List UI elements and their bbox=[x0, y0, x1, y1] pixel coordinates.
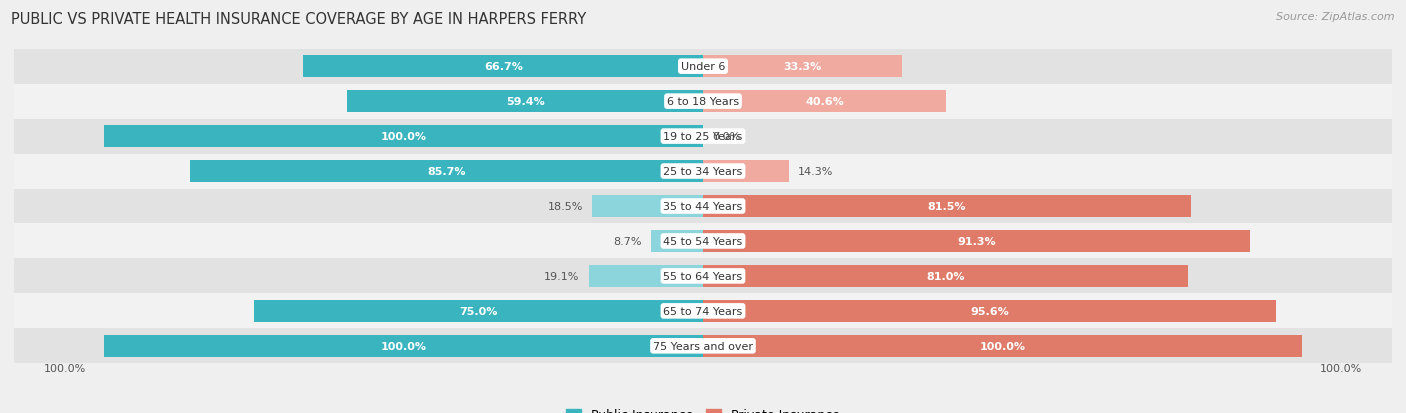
Text: 75.0%: 75.0% bbox=[460, 306, 498, 316]
Text: 100.0%: 100.0% bbox=[381, 132, 426, 142]
Text: 33.3%: 33.3% bbox=[783, 62, 823, 72]
Text: PUBLIC VS PRIVATE HEALTH INSURANCE COVERAGE BY AGE IN HARPERS FERRY: PUBLIC VS PRIVATE HEALTH INSURANCE COVER… bbox=[11, 12, 586, 27]
Bar bbox=[14, 259, 1392, 294]
Text: 55 to 64 Years: 55 to 64 Years bbox=[664, 271, 742, 281]
Bar bbox=[14, 294, 1392, 329]
Text: 35 to 44 Years: 35 to 44 Years bbox=[664, 202, 742, 211]
Bar bbox=[104, 335, 703, 357]
Bar bbox=[104, 126, 703, 147]
Text: 6 to 18 Years: 6 to 18 Years bbox=[666, 97, 740, 107]
Bar bbox=[14, 84, 1392, 119]
Bar bbox=[703, 266, 1188, 287]
Bar bbox=[14, 329, 1392, 363]
Text: 85.7%: 85.7% bbox=[427, 166, 465, 177]
Text: 40.6%: 40.6% bbox=[806, 97, 844, 107]
Bar bbox=[304, 56, 703, 78]
Bar bbox=[651, 230, 703, 252]
Text: 100.0%: 100.0% bbox=[381, 341, 426, 351]
Bar bbox=[253, 300, 703, 322]
Bar bbox=[703, 161, 789, 183]
Text: 19.1%: 19.1% bbox=[544, 271, 579, 281]
Text: 81.5%: 81.5% bbox=[928, 202, 966, 211]
Bar bbox=[703, 56, 903, 78]
Text: 91.3%: 91.3% bbox=[957, 236, 995, 247]
Text: 18.5%: 18.5% bbox=[548, 202, 583, 211]
Bar bbox=[703, 230, 1250, 252]
Bar bbox=[14, 154, 1392, 189]
Bar bbox=[14, 224, 1392, 259]
Bar bbox=[703, 196, 1191, 217]
Text: 8.7%: 8.7% bbox=[613, 236, 643, 247]
Bar bbox=[703, 335, 1302, 357]
Bar bbox=[14, 189, 1392, 224]
Text: 75 Years and over: 75 Years and over bbox=[652, 341, 754, 351]
Text: 95.6%: 95.6% bbox=[970, 306, 1008, 316]
Bar bbox=[14, 119, 1392, 154]
Text: Source: ZipAtlas.com: Source: ZipAtlas.com bbox=[1277, 12, 1395, 22]
Bar bbox=[190, 161, 703, 183]
Text: 100.0%: 100.0% bbox=[44, 363, 86, 373]
Bar bbox=[703, 300, 1275, 322]
Text: 19 to 25 Years: 19 to 25 Years bbox=[664, 132, 742, 142]
Text: 0.0%: 0.0% bbox=[711, 132, 740, 142]
Bar bbox=[347, 91, 703, 113]
Text: 65 to 74 Years: 65 to 74 Years bbox=[664, 306, 742, 316]
Text: 59.4%: 59.4% bbox=[506, 97, 544, 107]
Bar bbox=[592, 196, 703, 217]
Bar bbox=[589, 266, 703, 287]
Text: 66.7%: 66.7% bbox=[484, 62, 523, 72]
Text: 100.0%: 100.0% bbox=[980, 341, 1025, 351]
Bar bbox=[703, 91, 946, 113]
Text: 14.3%: 14.3% bbox=[797, 166, 832, 177]
Legend: Public Insurance, Private Insurance: Public Insurance, Private Insurance bbox=[561, 404, 845, 413]
Text: 81.0%: 81.0% bbox=[927, 271, 965, 281]
Text: 45 to 54 Years: 45 to 54 Years bbox=[664, 236, 742, 247]
Text: Under 6: Under 6 bbox=[681, 62, 725, 72]
Bar bbox=[14, 50, 1392, 84]
Text: 100.0%: 100.0% bbox=[1320, 363, 1362, 373]
Text: 25 to 34 Years: 25 to 34 Years bbox=[664, 166, 742, 177]
